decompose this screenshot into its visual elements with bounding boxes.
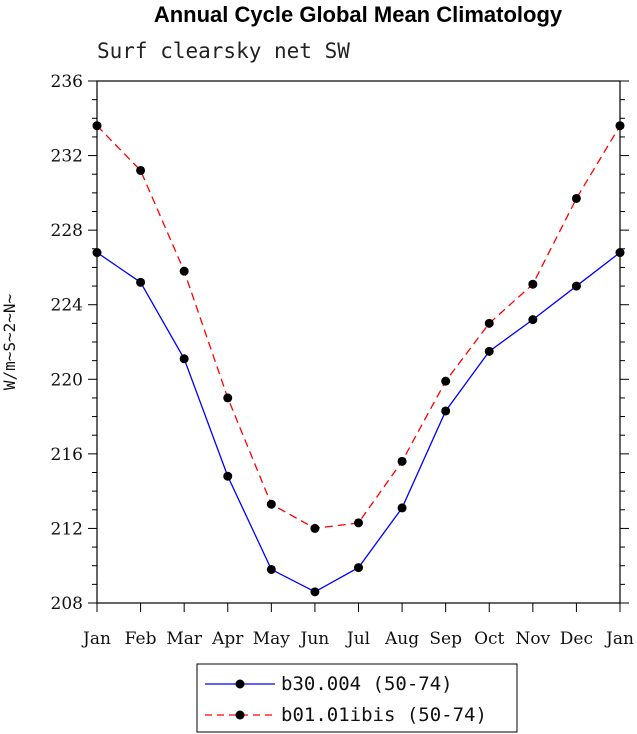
series-2-point xyxy=(397,456,407,466)
series-line-1 xyxy=(96,251,621,593)
x-tick-label: Oct xyxy=(474,629,504,649)
series-1-point xyxy=(310,587,320,597)
series-1-point xyxy=(615,248,625,258)
y-axis-label: W/m~S~2~N~ xyxy=(0,294,19,390)
series-2-point xyxy=(223,393,233,403)
x-tick-label: Apr xyxy=(211,629,244,649)
x-tick-label: Aug xyxy=(384,629,419,649)
y-tick-label: 224 xyxy=(51,296,83,316)
series-2-point xyxy=(266,499,276,509)
series-2-point xyxy=(179,266,189,276)
x-tick-label: Feb xyxy=(125,629,157,649)
x-tick-label: Jul xyxy=(345,629,370,649)
legend-box xyxy=(196,663,518,733)
series-1-point xyxy=(92,248,102,258)
x-tick-label: May xyxy=(253,629,291,649)
x-tick-label: Jan xyxy=(604,629,634,649)
y-tick-label: 220 xyxy=(51,370,83,390)
legend-label-2: b01.01ibis (50-74) xyxy=(281,704,487,726)
x-axis-ticks: Jan Feb Mar Apr May Jun Jul Aug Sep Oct Nov Dec Jan xyxy=(81,603,634,649)
y-tick-label: 212 xyxy=(51,519,83,539)
x-tick-label: Dec xyxy=(560,629,593,649)
series-1-point xyxy=(266,564,276,574)
series-2-point xyxy=(571,193,581,203)
chart-subtitle: Surf clearsky net SW xyxy=(97,39,350,63)
series-2-point xyxy=(528,279,538,289)
series-1-point xyxy=(136,277,146,287)
x-tick-label: Sep xyxy=(429,629,462,649)
y-tick-label: 208 xyxy=(51,594,83,614)
series-1-point xyxy=(223,471,233,481)
legend-label-1: b30.004 (50-74) xyxy=(281,673,453,695)
legend-marker-2 xyxy=(235,710,245,720)
series-1-point xyxy=(179,354,189,364)
series-1-point xyxy=(484,346,494,356)
x-tick-label: Mar xyxy=(166,629,203,649)
y-tick-label: 228 xyxy=(51,221,83,241)
x-tick-label: Jun xyxy=(299,629,330,649)
series-1-point xyxy=(528,315,538,325)
series-1-point xyxy=(441,406,451,416)
series-2-point xyxy=(441,376,451,386)
series-layer xyxy=(92,121,625,597)
series-1-point xyxy=(571,281,581,291)
legend: b30.004 (50-74) b01.01ibis (50-74) xyxy=(196,663,518,733)
y-tick-label: 232 xyxy=(51,147,83,167)
y-tick-label: 216 xyxy=(51,445,83,465)
x-tick-label: Jan xyxy=(81,629,111,649)
series-2-point xyxy=(484,318,494,328)
series-2-point xyxy=(136,165,146,175)
series-1-point xyxy=(397,503,407,513)
x-tick-label: Nov xyxy=(515,629,550,649)
chart-title: Annual Cycle Global Mean Climatology xyxy=(154,2,563,27)
series-2-point xyxy=(615,121,625,131)
legend-marker-1 xyxy=(235,679,245,689)
y-tick-label: 236 xyxy=(51,72,83,92)
series-1-point xyxy=(354,563,363,573)
series-2-point xyxy=(92,121,102,131)
y-axis-ticks: 208 212 216 220 224 228 232 236 xyxy=(51,72,629,614)
series-2-point xyxy=(354,518,363,528)
series-2-point xyxy=(310,523,320,533)
series-line-2 xyxy=(96,125,621,530)
